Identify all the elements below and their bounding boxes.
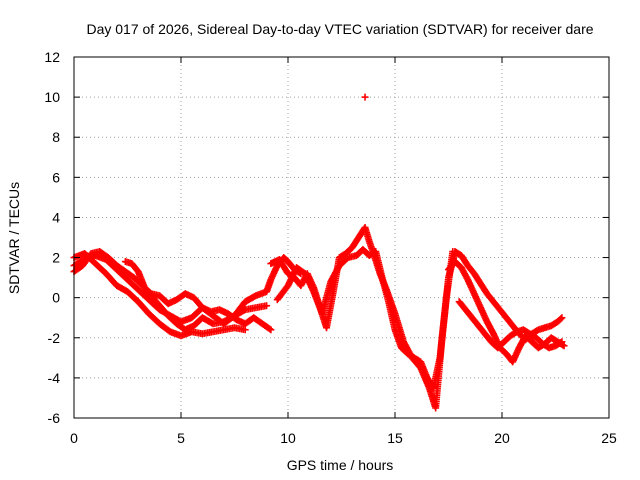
y-tick-label: -4: [48, 370, 61, 386]
y-tick-label: -6: [48, 410, 61, 426]
y-tick-labels: -6 -4 -2 0 2 4 6 8 10 12: [44, 49, 60, 426]
x-tick-label: 5: [177, 430, 185, 446]
chart-title: Day 017 of 2026, Sidereal Day-to-day VTE…: [86, 21, 593, 37]
outlier-point: [361, 93, 369, 101]
trace-2-point: [263, 302, 271, 310]
y-tick-label: 2: [52, 250, 60, 266]
data-points: [70, 93, 568, 412]
axis-ticks: [73, 56, 610, 419]
x-tick-label: 10: [280, 430, 296, 446]
x-tick-label: 0: [70, 430, 78, 446]
y-tick-label: 6: [52, 169, 60, 185]
x-tick-label: 15: [387, 430, 403, 446]
trace-8-point: [558, 314, 566, 322]
x-tick-label: 20: [494, 430, 510, 446]
trace-1-point: [241, 326, 249, 334]
trace-9-point: [557, 339, 565, 347]
y-tick-label: -2: [48, 330, 61, 346]
trace-9-point: [558, 338, 566, 346]
y-tick-label: 12: [44, 49, 60, 65]
trace-4-point: [266, 325, 274, 333]
y-tick-label: 0: [52, 290, 60, 306]
trace-4-point: [267, 326, 275, 334]
y-tick-label: 8: [52, 129, 60, 145]
y-tick-label: 10: [44, 89, 60, 105]
y-axis-label: SDTVAR / TECUs: [6, 182, 22, 294]
plot-frame: [73, 56, 610, 419]
x-tick-labels: 0 5 10 15 20 25: [70, 430, 617, 446]
x-tick-label: 25: [601, 430, 617, 446]
y-tick-label: 4: [52, 209, 60, 225]
trace-8-point: [557, 315, 565, 323]
trace-7-point: [560, 342, 568, 350]
x-axis-label: GPS time / hours: [287, 457, 394, 473]
grid: [74, 57, 609, 418]
